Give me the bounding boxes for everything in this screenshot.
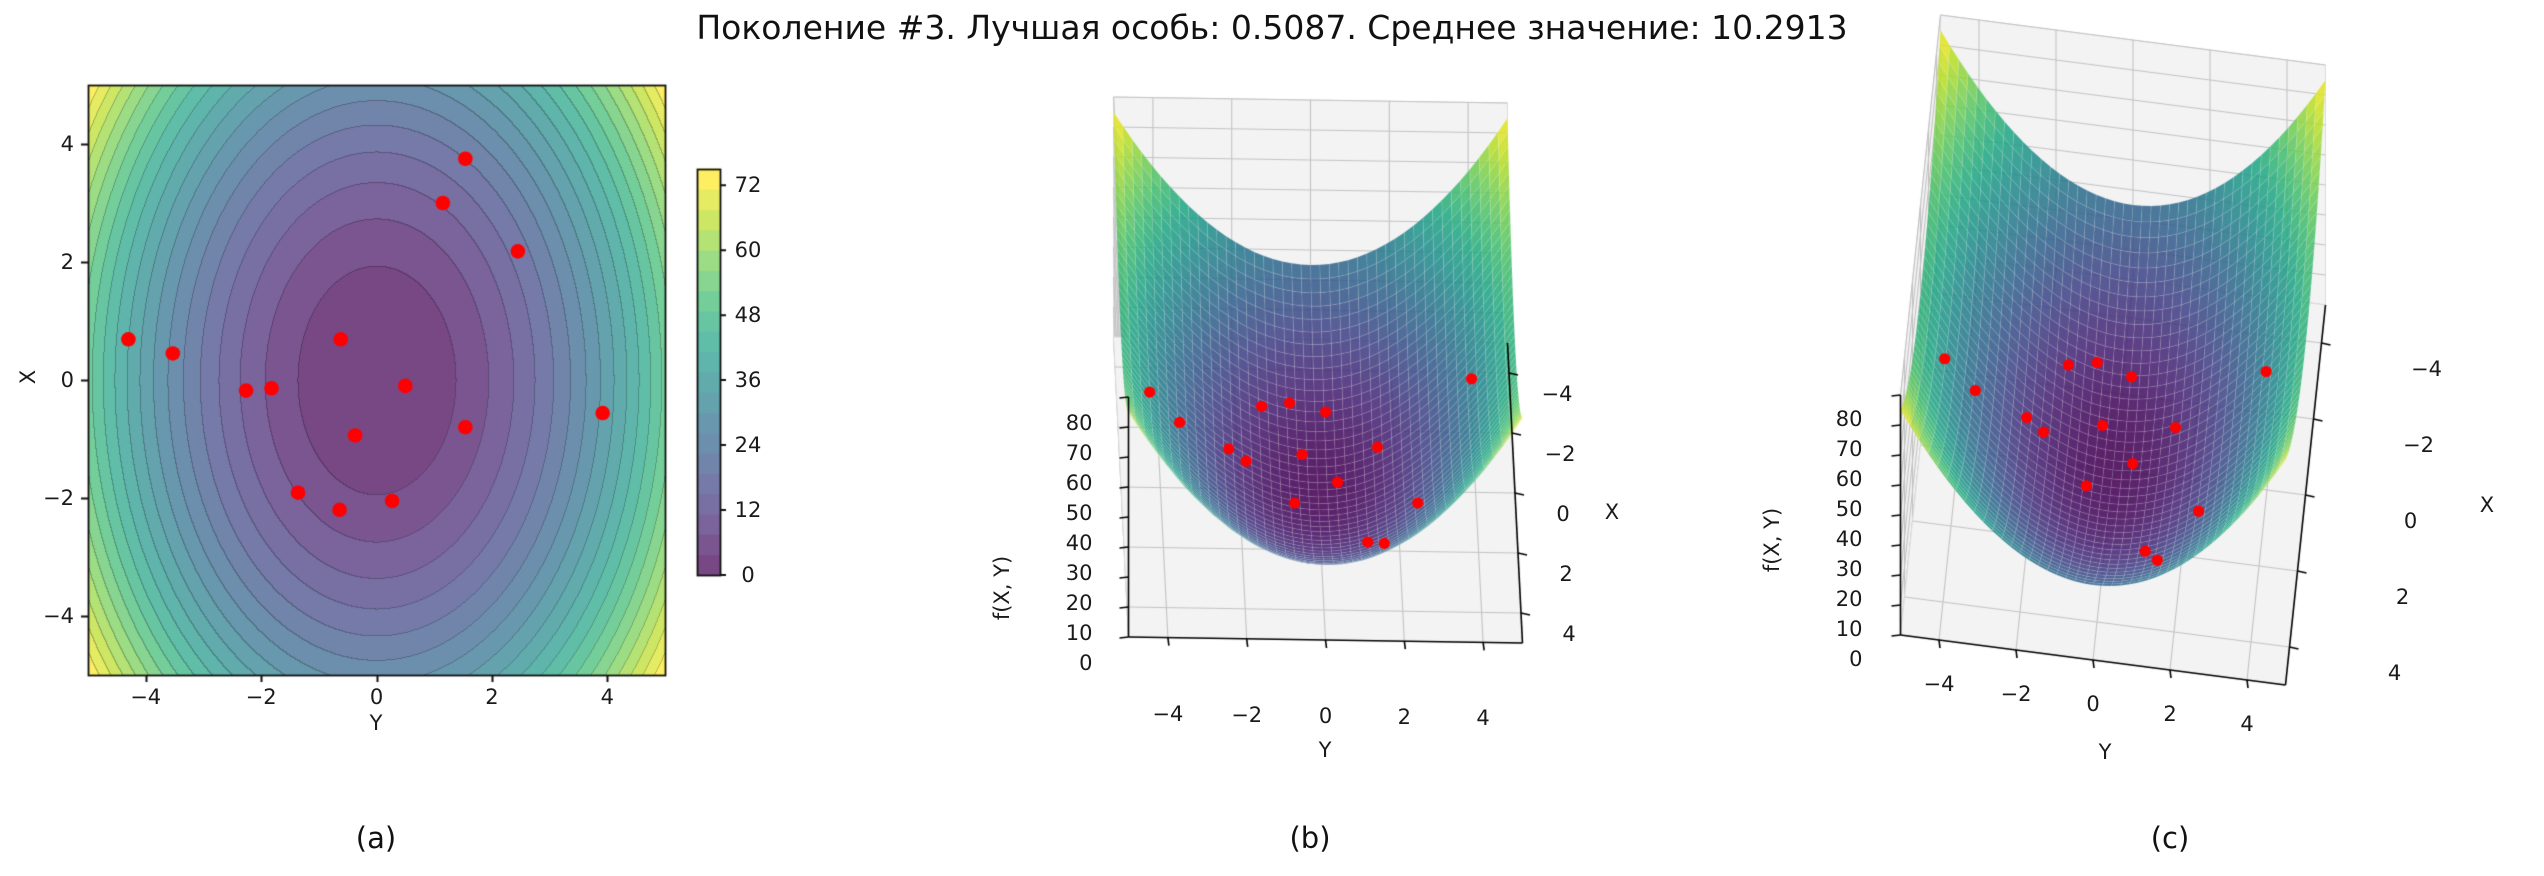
b-x-tick-label: −2 [1544, 442, 1576, 466]
a-yaxis-label: X [16, 369, 40, 385]
b-x-tick-label: 2 [1559, 562, 1573, 586]
a-y-tick-label: −2 [43, 486, 74, 510]
c-x-tick-label: 0 [2403, 509, 2418, 533]
b-x-tick-label: 0 [1556, 502, 1570, 526]
c-xaxis-label: X [2479, 493, 2495, 517]
c-z-tick-label: 0 [1849, 647, 1863, 671]
subplot-b-caption: (b) [1289, 821, 1331, 855]
a-y-tick-label: 0 [60, 368, 74, 392]
colorbar-tick-label: 36 [734, 368, 762, 393]
b-z-tick-label: 20 [1065, 591, 1093, 615]
b-zaxis-label: f(X, Y) [990, 555, 1014, 621]
c-y-tick-label: −2 [2000, 682, 2032, 706]
b-y-tick-label: 4 [1476, 706, 1490, 731]
b-z-tick-label: 30 [1065, 561, 1093, 585]
c-x-tick-label: 2 [2395, 585, 2410, 609]
b-z-tick-label: 40 [1065, 531, 1093, 555]
c-z-tick-label: 50 [1835, 497, 1863, 521]
c-y-tick-label: 4 [2240, 712, 2254, 736]
b-z-tick-label: 0 [1079, 651, 1093, 675]
surface-c-canvas [1700, 8, 2544, 752]
c-z-tick-label: 30 [1835, 557, 1863, 581]
a-y-tick-label: 4 [60, 132, 74, 156]
c-zaxis-label: f(X, Y) [1760, 507, 1784, 573]
c-z-tick-label: 60 [1835, 467, 1863, 491]
b-z-tick-label: 60 [1065, 471, 1093, 495]
c-z-tick-label: 40 [1835, 527, 1863, 551]
b-yaxis-label: Y [1318, 738, 1332, 762]
c-z-tick-label: 70 [1835, 437, 1863, 461]
a-x-tick-label: 4 [600, 685, 614, 709]
c-yaxis-label: Y [2098, 740, 2112, 764]
colorbar-tick-label: 48 [734, 303, 762, 328]
c-z-tick-label: 20 [1835, 587, 1863, 611]
colorbar-tick-label: 12 [734, 498, 762, 523]
colorbar-tick-label: 0 [741, 563, 755, 587]
c-y-tick-label: 0 [2086, 692, 2100, 716]
b-y-tick-label: 2 [1397, 705, 1411, 730]
a-x-tick-label: 0 [369, 685, 384, 709]
subplot-c-caption: (c) [2150, 821, 2190, 855]
a-y-tick-label: −4 [43, 604, 74, 628]
colorbar-tick-label: 24 [734, 433, 762, 458]
b-x-tick-label: −4 [1541, 382, 1573, 406]
b-z-tick-label: 70 [1065, 441, 1093, 465]
b-z-tick-label: 10 [1065, 621, 1093, 645]
a-xaxis-label: Y [369, 711, 383, 735]
a-x-tick-label: −2 [245, 685, 277, 709]
colorbar-tick-label: 72 [734, 173, 762, 198]
c-y-tick-label: −4 [1923, 672, 1955, 696]
b-z-tick-label: 50 [1065, 501, 1093, 525]
contour-plot-canvas [78, 78, 684, 692]
b-y-tick-label: −2 [1231, 702, 1263, 727]
c-x-tick-label: −4 [2411, 357, 2442, 381]
subplot-a-caption: (a) [355, 821, 397, 855]
c-x-tick-label: 4 [2387, 661, 2402, 685]
b-z-tick-label: 80 [1065, 411, 1093, 435]
c-z-tick-label: 10 [1835, 617, 1863, 641]
b-y-tick-label: −4 [1152, 701, 1184, 726]
colorbar-canvas [695, 166, 741, 582]
b-y-tick-label: 0 [1318, 704, 1333, 728]
c-x-tick-label: −2 [2403, 433, 2434, 457]
c-z-tick-label: 80 [1835, 407, 1863, 431]
c-y-tick-label: 2 [2163, 702, 2177, 726]
surface-b-canvas [880, 40, 1640, 740]
b-x-tick-label: 4 [1562, 622, 1576, 646]
a-x-tick-label: −4 [130, 685, 162, 709]
colorbar-tick-label: 60 [734, 238, 762, 263]
a-y-tick-label: 2 [60, 250, 74, 274]
b-xaxis-label: X [1604, 500, 1620, 524]
a-x-tick-label: 2 [485, 685, 499, 709]
